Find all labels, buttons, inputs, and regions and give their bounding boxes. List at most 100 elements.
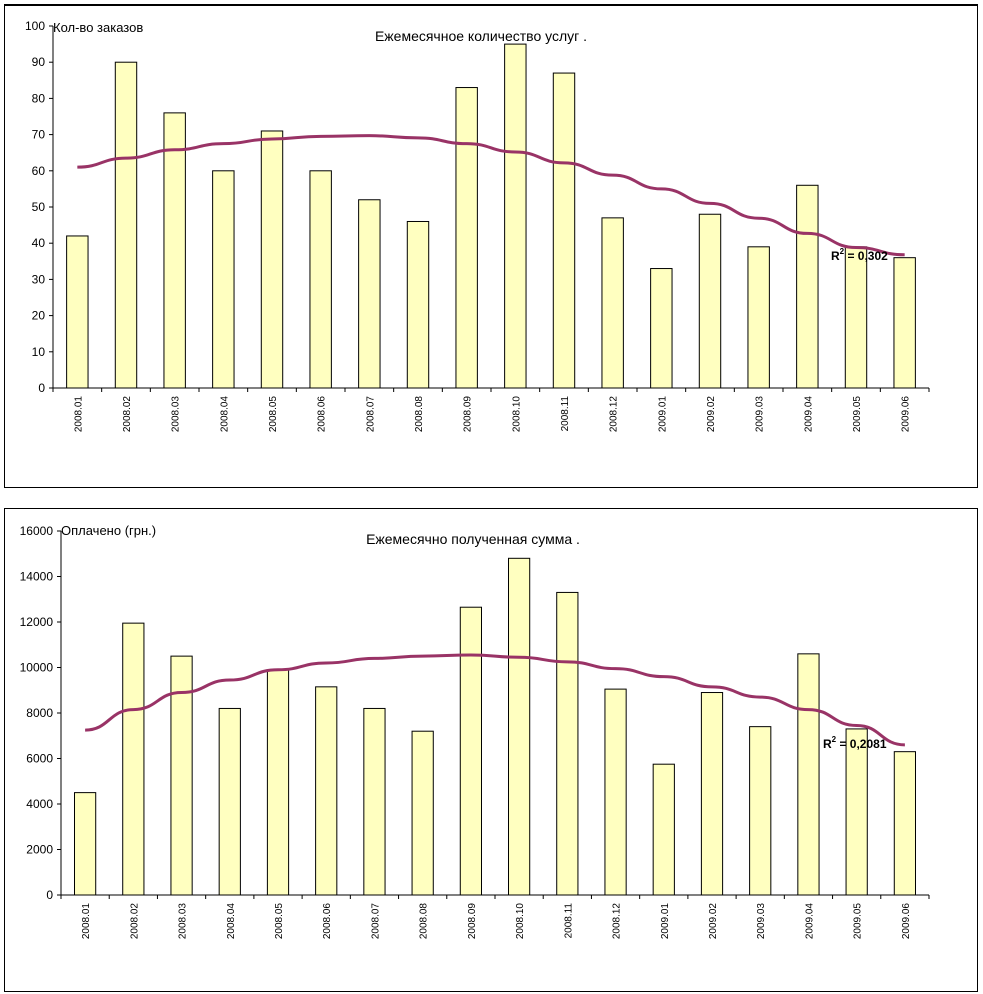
chart-panel-payments: Ежемесячно полученная сумма . Оплачено (… <box>4 508 978 992</box>
x-tick-label: 2009.03 <box>756 903 767 940</box>
bar <box>893 257 916 389</box>
bar <box>508 557 531 896</box>
bar <box>122 622 145 896</box>
bar <box>652 763 675 896</box>
y-tick-label: 16000 <box>20 524 54 538</box>
bar <box>260 130 284 389</box>
y-tick-label: 40 <box>32 236 46 250</box>
bar <box>66 235 89 389</box>
x-tick-label: 2008.06 <box>322 903 333 940</box>
x-tick-label: 2008.01 <box>81 903 92 940</box>
bar <box>797 653 820 896</box>
bar <box>700 692 724 896</box>
y-tick-label: 10000 <box>20 661 54 675</box>
x-tick-label: 2008.07 <box>370 903 381 940</box>
x-tick-label: 2009.06 <box>901 903 912 940</box>
trend-line <box>85 653 905 747</box>
bar <box>796 184 819 389</box>
y-tick-label: 0 <box>38 381 45 395</box>
x-tick-label: 2009.06 <box>901 396 912 433</box>
y-tick-label: 100 <box>25 19 45 33</box>
y-tick-label: 10 <box>32 345 46 359</box>
y-tick-label: 60 <box>32 164 46 178</box>
x-tick-label: 2008.06 <box>317 396 328 433</box>
x-tick-label: 2008.10 <box>515 903 526 940</box>
y-tick-label: 6000 <box>26 752 53 766</box>
x-tick-label: 2008.10 <box>511 396 522 433</box>
x-tick-label: 2008.09 <box>463 396 474 433</box>
x-tick-label: 2008.07 <box>365 396 376 433</box>
bar <box>411 730 434 896</box>
bar <box>504 43 527 389</box>
y-tick-label: 2000 <box>26 843 53 857</box>
y-tick-label: 4000 <box>26 797 53 811</box>
x-tick-label: 2009.04 <box>803 396 814 433</box>
x-tick-label: 2009.01 <box>660 903 671 940</box>
y-tick-label: 20 <box>32 309 46 323</box>
bar <box>309 170 332 389</box>
bar <box>650 268 673 389</box>
y-tick-label: 30 <box>32 272 46 286</box>
bar <box>556 591 579 896</box>
orders-chart: Ежемесячное количество услуг . Кол-во за… <box>25 19 930 433</box>
x-tick-label: 2008.08 <box>419 903 430 940</box>
y-tick-label: 8000 <box>26 706 53 720</box>
y-axis-label: Кол-во заказов <box>53 20 143 35</box>
trend-line <box>77 134 905 257</box>
chart-panel-orders: Ежемесячное количество услуг . Кол-во за… <box>4 4 978 488</box>
x-tick-label: 2008.02 <box>122 396 133 433</box>
bar <box>218 707 241 896</box>
bar <box>604 688 627 896</box>
x-tick-label: 2008.04 <box>226 903 237 940</box>
x-tick-label: 2008.03 <box>178 903 189 940</box>
bar <box>114 61 138 389</box>
y-tick-label: 70 <box>32 128 46 142</box>
bar <box>698 213 722 389</box>
r2-label: R2 = 0,302 <box>831 247 888 263</box>
bar <box>212 170 235 389</box>
y-tick-label: 12000 <box>20 615 54 629</box>
bar <box>315 686 338 896</box>
bar <box>747 246 770 389</box>
chart-title: Ежемесячно полученная сумма . <box>366 531 580 547</box>
y-tick-label: 14000 <box>20 570 54 584</box>
bar <box>601 217 624 389</box>
y-axis-label: Оплачено (грн.) <box>61 523 156 538</box>
x-tick-label: 2009.03 <box>755 396 766 433</box>
bar <box>163 112 186 389</box>
x-tick-label: 2009.05 <box>852 396 863 433</box>
x-tick-label: 2009.02 <box>708 903 719 940</box>
x-tick-label: 2008.01 <box>73 396 84 433</box>
r2-label: R2 = 0,2081 <box>823 735 887 751</box>
x-tick-label: 2009.02 <box>706 396 717 433</box>
x-tick-label: 2009.05 <box>853 903 864 940</box>
x-tick-label: 2008.11 <box>560 396 571 432</box>
bar <box>406 220 430 389</box>
bar <box>844 246 868 389</box>
x-tick-label: 2008.04 <box>219 396 230 433</box>
x-tick-label: 2008.09 <box>467 903 478 940</box>
x-tick-label: 2008.02 <box>129 903 140 940</box>
x-tick-label: 2009.04 <box>804 903 815 940</box>
chart-title: Ежемесячное количество услуг . <box>375 28 587 44</box>
x-tick-label: 2008.05 <box>274 903 285 940</box>
bar <box>74 792 97 896</box>
bar <box>170 655 193 896</box>
x-tick-label: 2009.01 <box>657 396 668 433</box>
bar <box>552 72 576 389</box>
x-tick-label: 2008.08 <box>414 396 425 433</box>
x-tick-label: 2008.03 <box>171 396 182 433</box>
bar <box>459 606 482 896</box>
x-tick-label: 2008.05 <box>268 396 279 433</box>
bar <box>845 728 868 896</box>
y-tick-label: 0 <box>46 888 53 902</box>
y-tick-label: 90 <box>32 55 46 69</box>
y-tick-label: 50 <box>32 200 46 214</box>
x-tick-label: 2008.12 <box>609 396 620 433</box>
bar <box>749 726 772 896</box>
x-tick-label: 2008.12 <box>612 903 623 940</box>
x-tick-label: 2008.11 <box>563 903 574 939</box>
bar <box>893 751 916 896</box>
payments-chart: Ежемесячно полученная сумма . Оплачено (… <box>20 523 930 940</box>
bar <box>266 669 290 896</box>
